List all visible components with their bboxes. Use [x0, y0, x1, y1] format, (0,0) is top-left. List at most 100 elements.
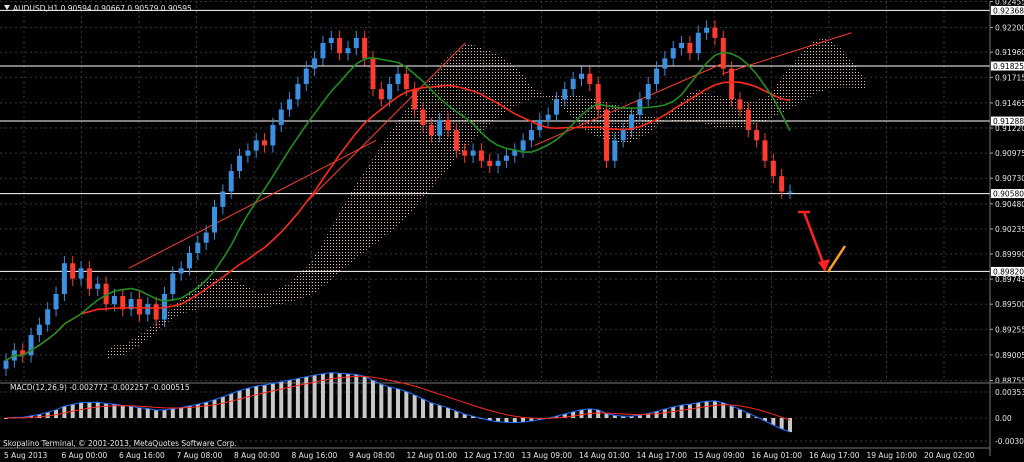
macd-hist-bar: [204, 402, 209, 418]
price-tick-label: 0.88755: [995, 377, 1024, 386]
candle-body: [428, 124, 434, 136]
candle-body: [86, 268, 92, 289]
time-tick-label: 14 Aug 17:00: [637, 451, 688, 460]
price-tick-label: 0.91465: [995, 99, 1024, 108]
macd-hist-bar: [504, 418, 509, 423]
candle-body: [687, 42, 693, 54]
candle-body: [762, 140, 768, 161]
macd-hist-bar: [337, 373, 342, 418]
candle-body: [228, 171, 234, 192]
macd-hist-bar: [362, 376, 367, 418]
candle-body: [387, 83, 393, 100]
price-tick-label: 0.91220: [995, 124, 1024, 133]
candle-body: [53, 293, 59, 310]
time-tick-label: 16 Aug 17:00: [809, 451, 860, 460]
candle-body: [170, 273, 176, 294]
candle-body: [745, 109, 751, 131]
candle-body: [587, 73, 593, 84]
candle-body: [78, 268, 84, 279]
candle-body: [61, 263, 67, 294]
macd-hist-bar: [104, 403, 109, 418]
price-tick-label: 0.89255: [995, 325, 1024, 334]
macd-hist-bar: [679, 404, 684, 418]
candle-body: [779, 176, 785, 192]
candle-body: [45, 309, 51, 325]
candle-body: [553, 99, 559, 115]
candle-body: [754, 130, 760, 141]
time-tick-label: 8 Aug 16:00: [292, 451, 338, 460]
macd-hist-bar: [287, 380, 292, 418]
time-tick-label: 13 Aug 09:00: [522, 451, 573, 460]
candle-body: [712, 27, 718, 38]
macd-hist-bar: [496, 418, 501, 422]
candle-body: [20, 350, 26, 356]
macd-hist-bar: [529, 418, 534, 422]
candle-body: [320, 42, 326, 59]
candle-body: [612, 140, 618, 161]
copyright-text: Skopalino Terminal, © 2001-2013, MetaQuo…: [3, 439, 237, 448]
price-tick-label: 0.90730: [995, 174, 1024, 183]
macd-hist-bar: [4, 418, 8, 419]
candle-body: [195, 242, 201, 253]
candle-body: [161, 293, 167, 320]
macd-hist-bar: [421, 398, 426, 418]
candle-body: [520, 140, 526, 151]
level-box: [991, 189, 1024, 199]
candle-body: [245, 150, 251, 156]
candle-body: [729, 68, 735, 100]
candle-body: [645, 83, 651, 100]
macd-hist-bar: [62, 406, 67, 418]
candle-body: [353, 37, 359, 49]
macd-hist-bar: [95, 402, 100, 418]
macd-hist-bar: [454, 411, 459, 418]
time-tick-label: 7 Aug 08:00: [177, 451, 223, 460]
triangle-down-icon[interactable]: [4, 5, 10, 10]
price-tick-label: 0.89990: [995, 250, 1024, 259]
macd-hist-bar: [79, 402, 84, 418]
candle-body: [253, 140, 259, 151]
candle-body: [203, 232, 209, 243]
macd-hist-bar: [687, 404, 692, 418]
macd-hist-bar: [762, 418, 767, 421]
candle-body: [312, 58, 318, 69]
macd-hist-bar: [154, 410, 159, 418]
candle-body: [437, 119, 443, 136]
macd-hist-bar: [379, 384, 384, 418]
symbol-header: AUDUSD,H1 0.90594 0.90667 0.90579 0.9059…: [13, 4, 192, 13]
macd-hist-bar: [54, 409, 59, 418]
macd-hist-bar: [629, 416, 634, 418]
arrow-up-line: [826, 245, 847, 273]
macd-hist-bar: [329, 372, 334, 418]
macd-hist-bar: [354, 374, 359, 418]
candle-body: [103, 283, 109, 305]
macd-hist-bar: [462, 414, 467, 418]
candle-body: [145, 304, 151, 315]
macd-hist-bar: [396, 388, 400, 418]
candle-body: [120, 296, 126, 310]
candle-body: [470, 150, 476, 156]
candle-body: [70, 263, 76, 279]
ichimoku-cloud: [106, 38, 866, 361]
macd-hist-bar: [471, 416, 476, 418]
macd-hist-bar: [579, 409, 584, 418]
macd-hist-bar: [295, 378, 300, 418]
candle-body: [178, 268, 184, 274]
time-tick-label: 20 Aug 02:00: [924, 451, 975, 460]
macd-hist-bar: [712, 400, 717, 418]
macd-hist-bar: [446, 407, 451, 418]
candle-body: [3, 360, 9, 369]
macd-tick-label: 0.00: [995, 414, 1012, 423]
macd-hist-bar: [162, 409, 167, 418]
candle-body: [462, 150, 468, 156]
trend-arrows: [798, 210, 847, 273]
macd-hist-bar: [112, 404, 117, 418]
time-tick-label: 6 Aug 16:00: [119, 451, 165, 460]
macd-hist-bar: [170, 408, 175, 418]
macd-hist-bar: [237, 390, 242, 418]
level-value: 0.92368: [993, 6, 1024, 15]
candle-body: [328, 37, 334, 43]
macd-hist-bar: [212, 399, 217, 418]
level-box: [991, 116, 1024, 126]
